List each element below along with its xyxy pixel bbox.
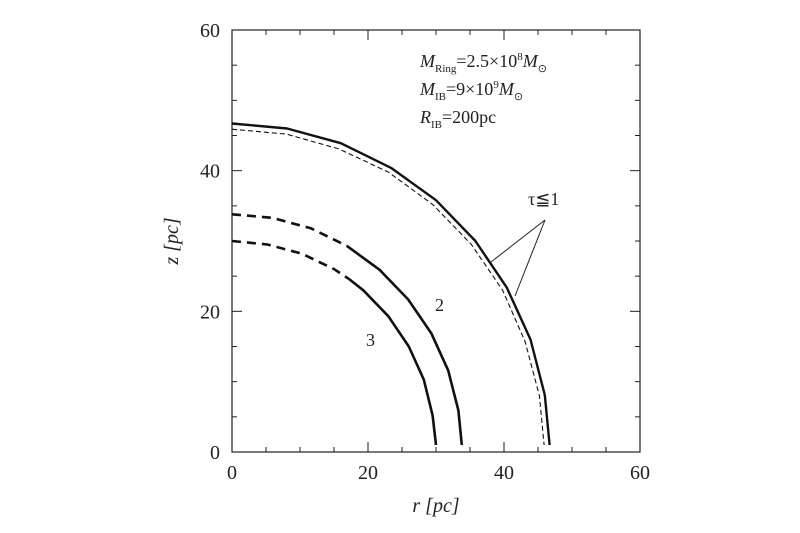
annotation-part: M (419, 51, 436, 71)
x-tick-label: 20 (358, 462, 378, 484)
x-tick-label: 60 (630, 462, 650, 484)
curve (231, 239, 350, 281)
tau-label: τ≦1 (528, 189, 559, 209)
curve-label: 3 (366, 330, 375, 350)
annotation-part: ⊙ (538, 63, 547, 75)
x-tick-label: 0 (227, 462, 237, 484)
curve (348, 277, 438, 446)
annotation: MRing=2.5×108M⊙ (419, 51, 547, 75)
curve-label: 2 (435, 295, 444, 315)
y-tick-label: 40 (200, 161, 220, 183)
y-axis-label: z [pc] (161, 217, 183, 265)
y-tick-label: 20 (200, 301, 220, 323)
annotation-part: 9 (493, 79, 499, 91)
pointer-line (514, 219, 546, 297)
annotation-part: R (419, 107, 431, 127)
annotation-part: M (419, 79, 436, 99)
curve (231, 122, 551, 446)
curve (231, 213, 348, 248)
y-tick-label: 60 (200, 20, 220, 42)
curve (346, 244, 464, 446)
x-tick-label: 40 (494, 462, 514, 484)
annotation-part: =9×10 (446, 79, 493, 99)
annotation-part: =2.5×10 (456, 51, 517, 71)
annotation: RIB=200pc (419, 107, 496, 131)
x-axis-label: r [pc] (412, 495, 459, 517)
y-tick-label: 0 (210, 442, 220, 464)
curve (231, 128, 545, 446)
pointer-line (490, 219, 546, 263)
annotation-part: M (498, 79, 515, 99)
annotation-part: =200pc (442, 107, 496, 127)
annotation: MIB=9×109M⊙ (419, 79, 523, 103)
annotation-part: M (522, 51, 539, 71)
annotation-part: 8 (517, 51, 523, 63)
annotation-part: Ring (435, 63, 457, 75)
annotation-part: IB (435, 91, 446, 103)
annotation-part: IB (431, 119, 442, 131)
annotation-part: ⊙ (514, 91, 523, 103)
